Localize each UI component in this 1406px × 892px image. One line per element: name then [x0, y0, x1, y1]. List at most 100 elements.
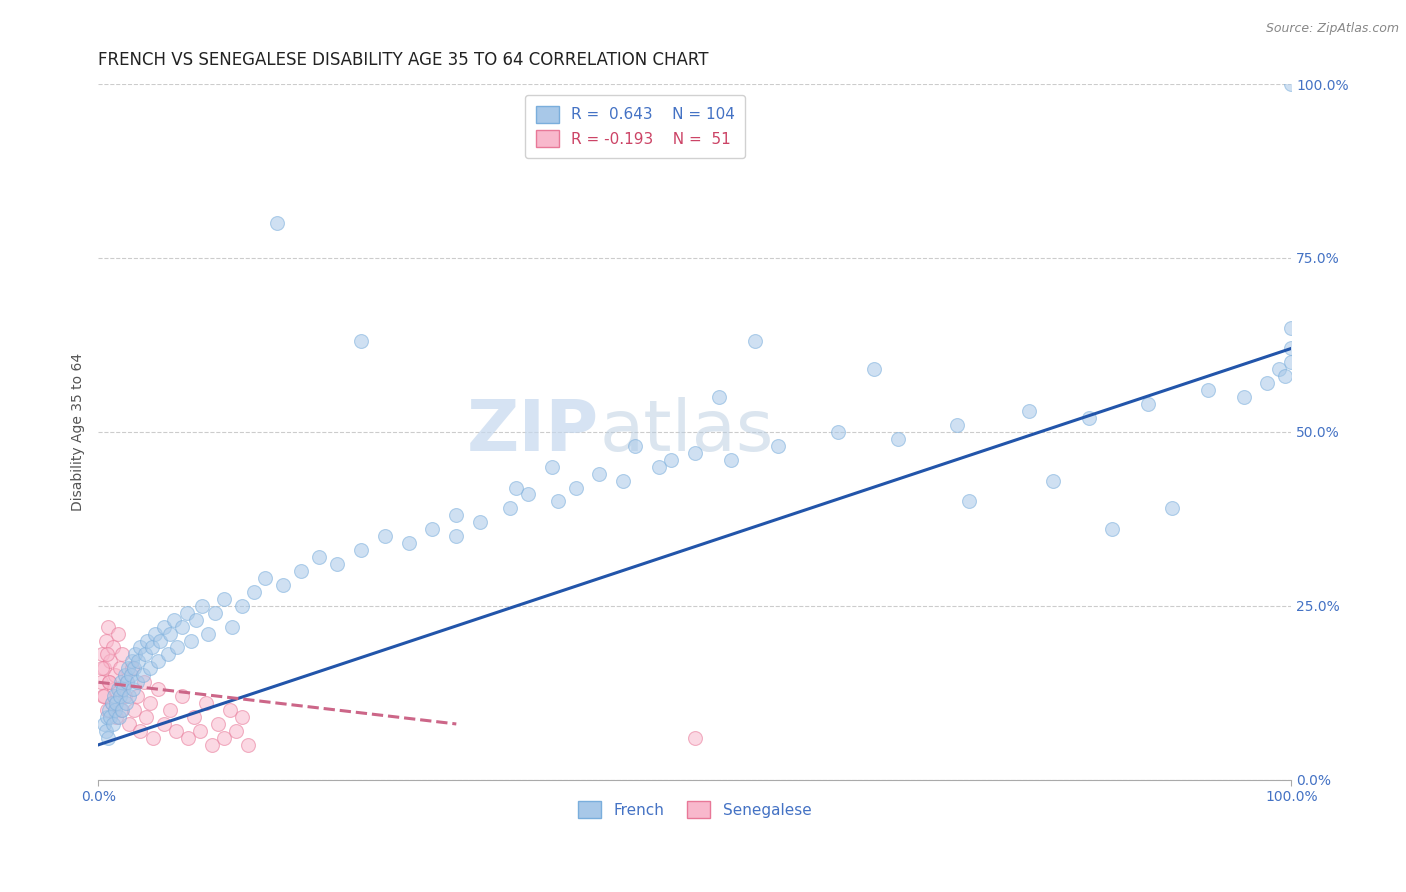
Point — [159, 626, 181, 640]
Point — [254, 571, 277, 585]
Point — [212, 591, 235, 606]
Point — [659, 452, 682, 467]
Point — [946, 417, 969, 432]
Point — [201, 738, 224, 752]
Point — [827, 425, 849, 439]
Text: ZIP: ZIP — [467, 397, 599, 467]
Point — [98, 675, 121, 690]
Point — [153, 619, 176, 633]
Point — [132, 675, 155, 690]
Point — [114, 668, 136, 682]
Point — [97, 731, 120, 745]
Point — [107, 682, 129, 697]
Point — [242, 584, 264, 599]
Point — [446, 529, 468, 543]
Point — [188, 723, 211, 738]
Point — [624, 439, 647, 453]
Point — [207, 717, 229, 731]
Point — [191, 599, 214, 613]
Point — [231, 599, 253, 613]
Point — [118, 689, 141, 703]
Point — [97, 619, 120, 633]
Point — [122, 703, 145, 717]
Point — [744, 334, 766, 349]
Point — [149, 633, 172, 648]
Point — [374, 529, 396, 543]
Point — [326, 557, 349, 571]
Point — [108, 689, 131, 703]
Point — [135, 710, 157, 724]
Point — [127, 654, 149, 668]
Point — [273, 578, 295, 592]
Point — [105, 710, 128, 724]
Point — [159, 703, 181, 717]
Point — [683, 446, 706, 460]
Point — [1101, 522, 1123, 536]
Point — [862, 362, 884, 376]
Point — [212, 731, 235, 745]
Point — [1279, 77, 1302, 91]
Point — [143, 626, 166, 640]
Point — [398, 536, 420, 550]
Point — [231, 710, 253, 724]
Point — [110, 703, 132, 717]
Point — [98, 703, 121, 717]
Point — [101, 717, 124, 731]
Point — [111, 648, 134, 662]
Point — [114, 689, 136, 703]
Point — [176, 606, 198, 620]
Point — [1137, 397, 1160, 411]
Point — [93, 689, 115, 703]
Point — [177, 731, 200, 745]
Point — [225, 723, 247, 738]
Point — [120, 668, 142, 682]
Point — [186, 613, 208, 627]
Point — [1197, 383, 1219, 397]
Point — [162, 613, 184, 627]
Point — [138, 661, 160, 675]
Point — [1161, 501, 1184, 516]
Point — [1279, 355, 1302, 369]
Point — [218, 703, 240, 717]
Point — [350, 334, 373, 349]
Point — [499, 501, 522, 516]
Point — [194, 696, 217, 710]
Point — [121, 661, 143, 675]
Point — [101, 640, 124, 655]
Point — [129, 640, 152, 655]
Point — [1042, 474, 1064, 488]
Text: atlas: atlas — [599, 397, 773, 467]
Point — [183, 710, 205, 724]
Point — [166, 640, 188, 655]
Point — [121, 654, 143, 668]
Point — [107, 710, 129, 724]
Point — [170, 689, 193, 703]
Point — [125, 675, 148, 690]
Point — [1274, 369, 1296, 384]
Point — [1077, 411, 1099, 425]
Point — [290, 564, 312, 578]
Point — [90, 675, 112, 690]
Point — [115, 675, 138, 690]
Point — [156, 648, 179, 662]
Point — [707, 390, 730, 404]
Point — [134, 648, 156, 662]
Point — [1233, 390, 1256, 404]
Point — [266, 216, 288, 230]
Point — [588, 467, 610, 481]
Point — [111, 703, 134, 717]
Point — [104, 703, 127, 717]
Point — [564, 481, 586, 495]
Point — [107, 682, 129, 697]
Point — [1018, 404, 1040, 418]
Point — [131, 668, 153, 682]
Point — [100, 696, 122, 710]
Point — [1268, 362, 1291, 376]
Text: FRENCH VS SENEGALESE DISABILITY AGE 35 TO 64 CORRELATION CHART: FRENCH VS SENEGALESE DISABILITY AGE 35 T… — [98, 51, 709, 69]
Point — [129, 723, 152, 738]
Point — [124, 648, 146, 662]
Point — [197, 626, 219, 640]
Point — [446, 508, 468, 523]
Point — [125, 689, 148, 703]
Point — [91, 689, 114, 703]
